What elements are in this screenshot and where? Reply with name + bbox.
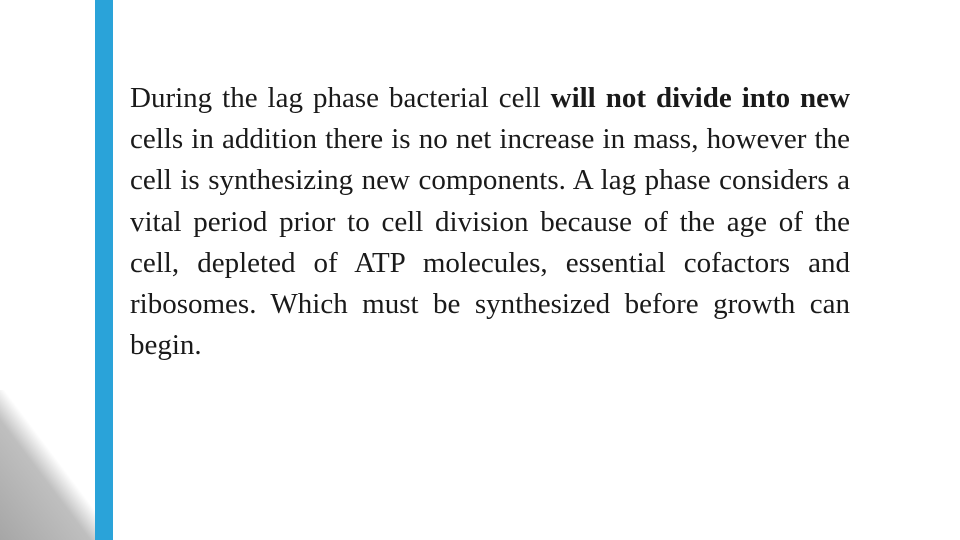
- text-run-1: During the lag phase bacterial cell: [130, 82, 551, 114]
- accent-bar: [95, 0, 113, 540]
- body-paragraph: During the lag phase bacterial cell will…: [130, 78, 850, 366]
- slide-content: During the lag phase bacterial cell will…: [130, 78, 850, 366]
- text-run-2: cells in addition there is no net increa…: [130, 123, 850, 361]
- text-run-bold: will not divide into new: [551, 82, 850, 114]
